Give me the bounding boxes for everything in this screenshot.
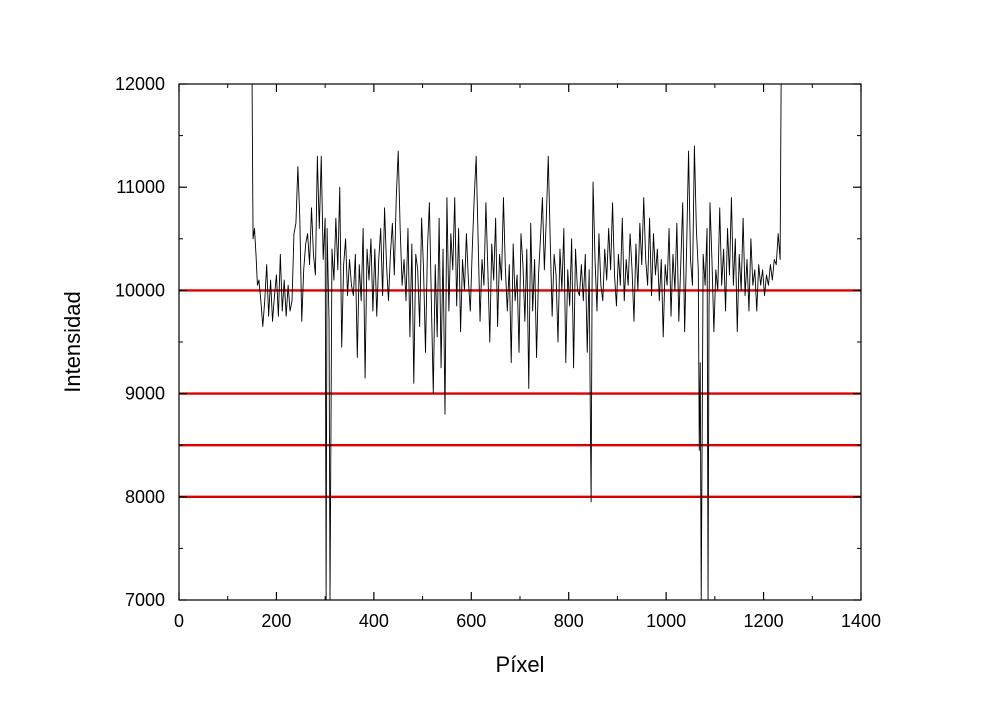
y-axis-title: Intensidad <box>60 291 85 393</box>
axis-ticks <box>178 83 862 601</box>
intensity-series-line <box>251 84 782 600</box>
y-tick-label: 10000 <box>115 280 165 300</box>
y-tick-label: 7000 <box>125 590 165 610</box>
y-axis-tick-labels: 7000 8000 9000 10000 11000 12000 <box>115 74 165 610</box>
x-tick-label: 1000 <box>646 611 686 631</box>
reference-lines <box>179 289 861 498</box>
x-tick-label: 600 <box>456 611 486 631</box>
data-series <box>251 84 782 600</box>
plot-frame <box>178 83 862 601</box>
x-tick-label: 0 <box>174 611 184 631</box>
x-tick-label: 800 <box>554 611 584 631</box>
y-tick-label: 11000 <box>116 177 165 197</box>
y-tick-label: 12000 <box>115 74 165 94</box>
x-tick-label: 200 <box>261 611 291 631</box>
x-axis-tick-labels: 0 200 400 600 800 1000 1200 1400 <box>174 611 881 631</box>
y-tick-label: 9000 <box>125 384 165 404</box>
x-tick-label: 400 <box>359 611 389 631</box>
x-tick-label: 1400 <box>841 611 881 631</box>
x-axis-title: Píxel <box>496 652 545 677</box>
x-tick-label: 1200 <box>744 611 784 631</box>
y-tick-label: 8000 <box>125 487 165 507</box>
